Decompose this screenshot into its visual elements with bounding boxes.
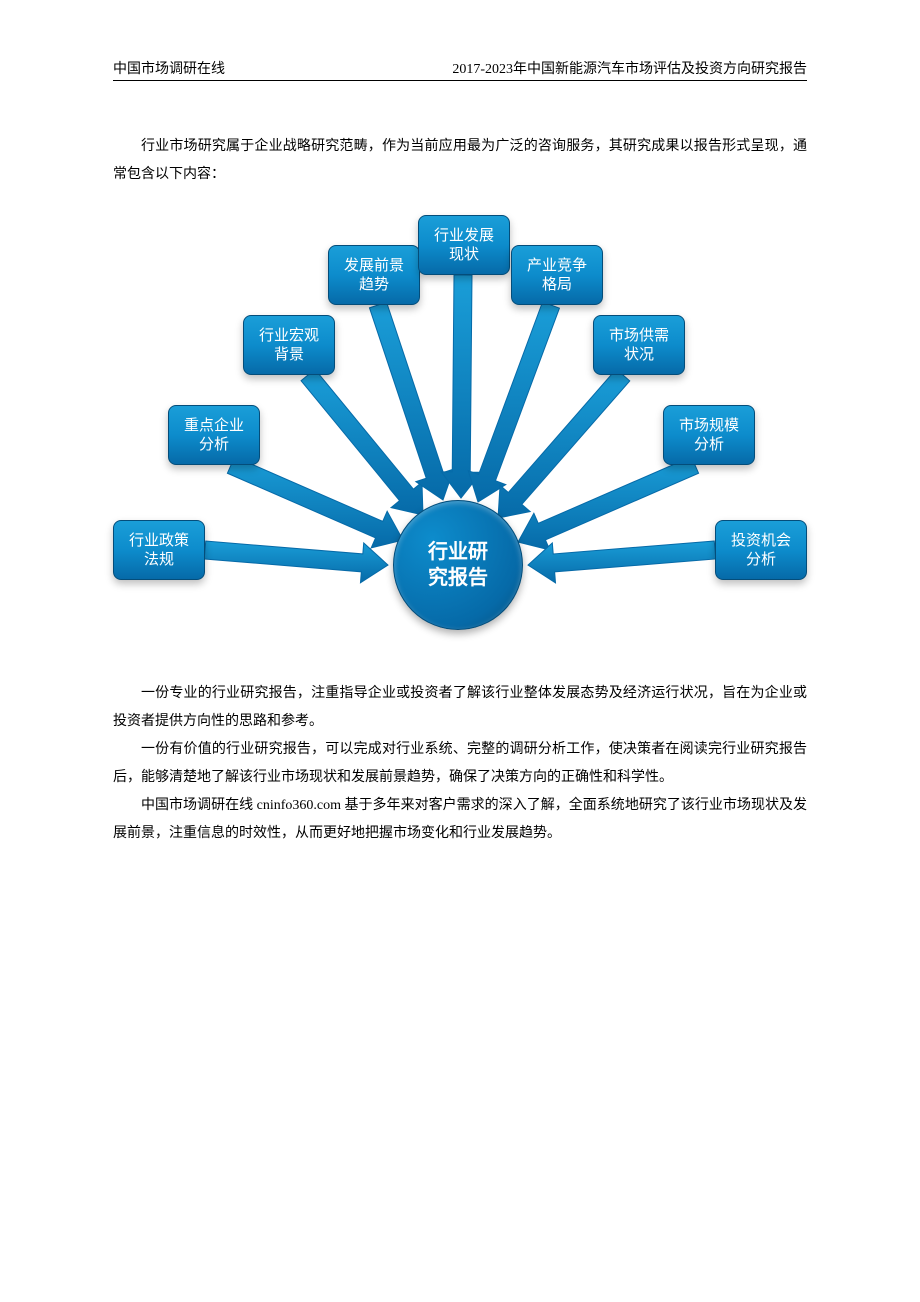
diagram-center-hub: 行业研 究报告	[393, 500, 523, 630]
diagram-node-box: 行业发展现状	[418, 215, 510, 275]
diagram-node-box: 行业政策法规	[113, 520, 205, 580]
hub-spoke-diagram: 行业研 究报告 行业政策法规重点企业分析行业宏观背景发展前景趋势行业发展现状产业…	[113, 210, 807, 640]
node-label-line2: 状况	[624, 345, 654, 365]
page-header: 中国市场调研在线 2017-2023年中国新能源汽车市场评估及投资方向研究报告	[113, 58, 807, 78]
node-label-line1: 发展前景	[344, 256, 404, 276]
diagram-node-box: 行业宏观背景	[243, 315, 335, 375]
diagram-node-n4: 发展前景趋势	[328, 245, 420, 305]
body-paragraph-1: 一份专业的行业研究报告，注重指导企业或投资者了解该行业整体发展态势及经济运行状况…	[113, 680, 807, 736]
diagram-arrow	[441, 275, 481, 498]
node-label-line1: 市场供需	[609, 326, 669, 346]
diagram-arrow	[204, 541, 388, 583]
diagram-node-box: 市场规模分析	[663, 405, 755, 465]
diagram-node-box: 重点企业分析	[168, 405, 260, 465]
node-label-line2: 趋势	[359, 275, 389, 295]
node-label-line2: 格局	[542, 275, 572, 295]
node-label-line2: 现状	[449, 245, 479, 265]
diagram-node-n9: 投资机会分析	[715, 520, 807, 580]
node-label-line2: 法规	[144, 550, 174, 570]
diagram-node-n2: 重点企业分析	[168, 405, 260, 465]
diagram-node-box: 市场供需状况	[593, 315, 685, 375]
node-label-line1: 投资机会	[731, 531, 791, 551]
node-label-line1: 行业政策	[129, 531, 189, 551]
center-label-line1: 行业研	[428, 539, 488, 565]
intro-text-content: 行业市场研究属于企业战略研究范畴，作为当前应用最为广泛的咨询服务，其研究成果以报…	[113, 139, 807, 182]
diagram-node-n1: 行业政策法规	[113, 520, 205, 580]
diagram-node-box: 产业竞争格局	[511, 245, 603, 305]
diagram-node-box: 投资机会分析	[715, 520, 807, 580]
header-rule	[113, 80, 807, 81]
diagram-node-n3: 行业宏观背景	[243, 315, 335, 375]
node-label-line1: 行业发展	[434, 226, 494, 246]
body-paragraph-2: 一份有价值的行业研究报告，可以完成对行业系统、完整的调研分析工作，使决策者在阅读…	[113, 736, 807, 792]
node-label-line1: 产业竞争	[527, 256, 587, 276]
node-label-line2: 分析	[199, 435, 229, 455]
diagram-node-n5: 行业发展现状	[418, 215, 510, 275]
header-left: 中国市场调研在线	[113, 58, 225, 78]
diagram-node-n7: 市场供需状况	[593, 315, 685, 375]
header-right: 2017-2023年中国新能源汽车市场评估及投资方向研究报告	[452, 58, 807, 78]
diagram-node-n8: 市场规模分析	[663, 405, 755, 465]
intro-paragraph: 行业市场研究属于企业战略研究范畴，作为当前应用最为广泛的咨询服务，其研究成果以报…	[113, 133, 807, 189]
center-label-line2: 究报告	[428, 565, 488, 591]
diagram-node-n6: 产业竞争格局	[511, 245, 603, 305]
body-text-block: 一份专业的行业研究报告，注重指导企业或投资者了解该行业整体发展态势及经济运行状况…	[113, 680, 807, 848]
diagram-arrow	[528, 541, 716, 583]
node-label-line2: 分析	[694, 435, 724, 455]
diagram-node-box: 发展前景趋势	[328, 245, 420, 305]
node-label-line2: 背景	[274, 345, 304, 365]
node-label-line2: 分析	[746, 550, 776, 570]
node-label-line1: 行业宏观	[259, 326, 319, 346]
node-label-line1: 市场规模	[679, 416, 739, 436]
body-paragraph-3: 中国市场调研在线 cninfo360.com 基于多年来对客户需求的深入了解，全…	[113, 792, 807, 848]
node-label-line1: 重点企业	[184, 416, 244, 436]
